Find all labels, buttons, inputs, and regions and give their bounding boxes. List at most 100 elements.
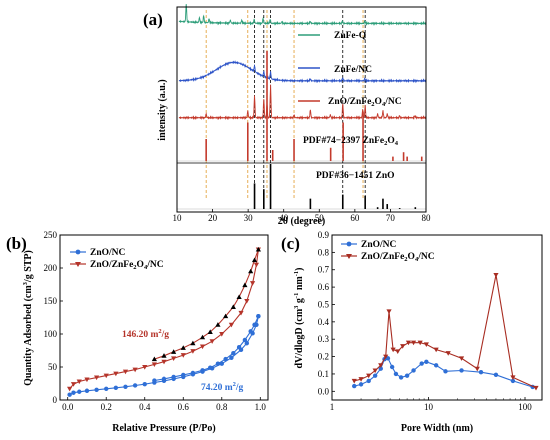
pdf-label-znfe: PDF#74−2397 ZnFe2O4 (303, 136, 399, 147)
data-point-zno-znfe-pts-7 (390, 347, 396, 353)
data-point-zno-znfe-des-4 (236, 294, 242, 300)
data-point-zno-znfe-ads-16 (209, 339, 215, 344)
data-point-zno-znfe-des-11 (180, 345, 186, 350)
y-tick-label-0-9: 0.9 (318, 230, 330, 240)
pore-series (351, 272, 539, 391)
y-tick-label-0-4: 0.4 (318, 317, 330, 327)
y-axis-title-a: intensity (a.u.) (157, 79, 168, 140)
data-point-zno-nc-pts-4 (378, 366, 383, 371)
data-point-zno-nc-ads-5 (104, 386, 109, 391)
legend-marker-zno-znfe-b (75, 262, 81, 267)
data-point-zno-nc-des-6 (223, 356, 228, 362)
data-point-zno-znfe-ads-0 (67, 386, 73, 392)
data-point-zno-znfe-ads-7 (122, 369, 129, 375)
data-point-zno-nc-ads-9 (142, 381, 147, 387)
data-point-zno-znfe-pts-19 (510, 375, 516, 381)
data-point-zno-znfe-pts-12 (417, 340, 423, 346)
data-point-zno-znfe-ads-1 (70, 382, 77, 387)
data-point-zno-nc-des-14 (152, 378, 157, 383)
data-point-zno-nc-pts-2 (366, 378, 371, 384)
data-point-zno-znfe-des-6 (223, 313, 229, 319)
legend-label-znfe-q: ZnFe-Q (334, 31, 366, 41)
x-tick-label-a-30: 30 (244, 213, 254, 223)
legend-marker-zno-nc-c (346, 241, 352, 247)
data-point-zno-znfe-ads-6 (113, 371, 119, 377)
data-point-zno-nc-pts-6 (385, 356, 391, 361)
data-point-zno-nc-ads-0 (67, 392, 72, 397)
data-point-zno-nc-des-8 (208, 365, 213, 370)
data-point-zno-znfe-ads-18 (228, 322, 235, 328)
panel-c-label: (c) (281, 234, 300, 253)
data-point-zno-znfe-des-5 (230, 304, 236, 309)
panel-a-label: (a) (143, 10, 163, 29)
legend-label-zno-znfe-b: ZnO/ZnFe2O4/NC (90, 260, 164, 271)
data-point-zno-nc-pts-0 (352, 383, 357, 389)
x-tick-labels-a: 10 20 30 40 50 60 70 80 (173, 209, 432, 223)
data-point-zno-znfe-ads-15 (199, 344, 206, 350)
data-point-zno-znfe-pts-13 (423, 342, 429, 348)
legend-label-zno-znfe-c: ZnO/ZnFe2O4/NC (361, 252, 435, 263)
data-point-zno-nc-pts-9 (398, 375, 404, 380)
data-point-zno-znfe-des-0 (255, 246, 261, 252)
data-point-zno-nc-pts-13 (424, 359, 429, 364)
data-point-zno-nc-pts-17 (478, 370, 484, 375)
data-point-zno-znfe-pts-9 (400, 344, 406, 349)
data-point-zno-znfe-ads-14 (190, 349, 196, 354)
data-point-zno-nc-des-13 (161, 376, 167, 382)
data-point-zno-znfe-pts-3 (372, 368, 378, 374)
x-tick-label-0-8: 0.8 (216, 402, 228, 412)
data-point-zno-nc-ads-7 (123, 384, 128, 389)
x-tick-label-0-6: 0.6 (178, 402, 190, 412)
surface-area-annotation-zno-znfe: 146.20 m2/g (122, 328, 169, 340)
y-tick-label-0-6: 0.6 (318, 282, 330, 292)
x-tick-label-a-50: 50 (315, 213, 325, 223)
y-tick-label-0-1: 0.1 (318, 369, 329, 379)
data-point-zno-nc-des-7 (215, 361, 221, 366)
data-point-zno-nc-des-2 (248, 329, 253, 334)
x-tick-label-a-40: 40 (279, 213, 289, 223)
data-point-zno-znfe-ads-22 (253, 262, 260, 268)
data-point-zno-znfe-pts-5 (383, 354, 389, 360)
data-point-zno-nc-ads-4 (94, 387, 99, 392)
x-axis-title-a: 2θ (degree) (278, 216, 326, 227)
data-point-zno-znfe-ads-10 (151, 362, 157, 367)
surface-area-annotation-zno-nc: 74.20 m2/g (201, 381, 244, 393)
data-point-zno-znfe-pts-8 (395, 349, 401, 354)
legend-label-zno-nc-c: ZnO/NC (361, 240, 397, 250)
data-point-zno-nc-pts-10 (404, 373, 410, 378)
data-point-zno-nc-pts-8 (393, 371, 399, 377)
y-tick-label-50: 50 (48, 362, 58, 372)
ticks-c: 1 10 100 0.0 0.1 0.2 0.3 0.4 0.5 0.6 0.7 0.8 0.9 (318, 230, 533, 412)
x-tick-label-100: 100 (518, 402, 532, 412)
data-point-zno-nc-pts-19 (510, 378, 516, 384)
y-tick-label-0: 0.0 (318, 386, 330, 396)
data-point-zno-nc-des-0 (256, 313, 261, 319)
x-tick-label-10: 10 (424, 402, 434, 412)
x-tick-label-a-80: 80 (422, 213, 432, 223)
data-point-zno-nc-des-9 (200, 368, 205, 373)
data-point-zno-znfe-pts-15 (445, 351, 451, 356)
x-tick-label-0-2: 0.2 (101, 402, 112, 412)
data-point-zno-nc-pts-1 (358, 382, 364, 387)
data-point-zno-znfe-pts-11 (410, 340, 417, 346)
panel-a-xrd: (a) 10 20 30 40 50 60 70 80 ZnFe-Q ZnFe/NC ZnO/… (143, 4, 431, 227)
legend-label-znfe-nc: ZnFe/NC (334, 65, 372, 75)
data-point-zno-znfe-pts-1 (358, 377, 364, 382)
data-point-zno-nc-pts-12 (419, 361, 424, 366)
data-point-zno-znfe-ads-5 (103, 373, 109, 379)
panel-b-isotherm: (b) 0.0 0.2 0.4 0.6 0.8 1.0 0 50 100 150 200 250 Zn… (6, 230, 269, 434)
data-point-zno-nc-des-3 (242, 337, 248, 343)
data-point-zno-znfe-ads-21 (249, 281, 256, 286)
x-tick-label-0-4: 0.4 (139, 402, 151, 412)
x-tick-label-1: 1 (330, 402, 335, 412)
data-point-zno-nc-pts-15 (443, 369, 448, 374)
y-axis-title-b: Quantity Adsorbed (cm3/g STP) (22, 250, 34, 386)
data-point-zno-nc-ads-18 (229, 355, 234, 360)
data-point-zno-znfe-ads-17 (219, 332, 225, 337)
plot-frame-a (176, 6, 427, 213)
data-point-zno-znfe-ads-3 (84, 377, 90, 383)
legend-marker-zno-nc-b (75, 249, 81, 255)
pdf-label-zno: PDF#36−1451 ZnO (316, 171, 395, 181)
data-point-zno-znfe-ads-2 (76, 379, 82, 385)
